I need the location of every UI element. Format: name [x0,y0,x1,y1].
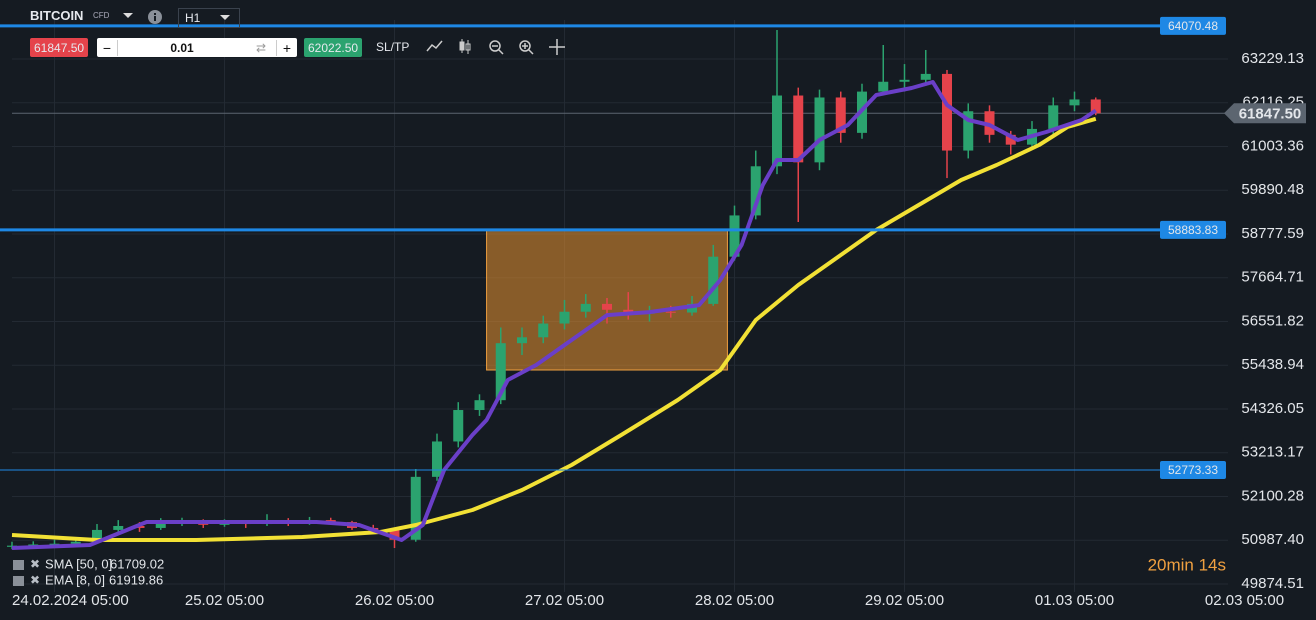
swap[interactable]: ⇄ [255,40,267,55]
candle-body [474,400,485,411]
sell-button[interactable]: 61847.50 [30,38,89,57]
x-tick-label: 24.02.2024 05:00 [12,592,129,609]
candle-body [793,95,804,163]
level-label: 52773.33 [1168,463,1218,477]
timer: 20min 14s [1148,555,1226,574]
candle-body [687,303,697,313]
candle-body [729,215,740,257]
level-label: 58883.83 [1168,223,1218,237]
candle-body [410,476,421,540]
legend-close: ✖ [30,573,40,587]
lot: 0.01 [170,40,194,55]
candle-body [814,97,825,163]
x-tick-label: 25.02 05:00 [185,592,264,609]
info-icon[interactable] [147,9,163,25]
zoom-in[interactable] [519,40,534,55]
legend-icon [13,560,24,570]
candle-body [517,337,527,344]
x-tick-label: 28.02 05:00 [695,592,774,609]
candle-body [113,525,124,530]
level-label-box [1160,220,1226,239]
candle-body [538,323,549,338]
line-tool[interactable] [426,40,443,52]
candle-body [1005,134,1016,145]
x-tick-label: 02.03 05:00 [1205,592,1284,609]
candle-body [878,81,889,92]
tool-icons [426,39,565,55]
lot-input[interactable]: − 0.01 ⇄ + [97,38,297,57]
y-tick-label: 59890.48 [1241,181,1304,198]
candle-body [1048,105,1059,129]
legend-close: ✖ [30,557,40,571]
candle-body [963,111,974,151]
legend-icon [13,576,24,586]
buy-button[interactable]: 62022.50 [304,38,363,57]
y-tick-label: 52100.28 [1241,487,1304,504]
level-label-box [1160,461,1226,480]
candle-body [495,343,506,401]
dropdown-icon[interactable] [122,12,134,20]
x-tick-label: 27.02 05:00 [525,592,604,609]
level-label-box [1160,16,1226,35]
candle-body [453,410,464,442]
candle-body [28,544,39,546]
candle-body [432,441,442,477]
y-tick-label: 61003.36 [1241,137,1304,154]
symbol-type: CFD [93,11,110,20]
candle-body [1090,99,1101,114]
candle-body [772,95,782,167]
candle-body [1069,99,1080,106]
x-tick-label: 29.02 05:00 [865,592,944,609]
minus[interactable]: − [97,39,118,56]
candle-body [602,303,612,310]
level-label: 64070.48 [1168,19,1218,33]
zoom-out[interactable] [489,40,504,55]
candle-body [389,529,400,540]
current-price-badge [1224,103,1306,124]
timeframe-label: H1 [185,11,201,25]
candle-body [942,73,952,151]
candle-body [49,543,60,545]
sltp[interactable]: SL/TP [376,40,410,54]
y-tick-label: 49874.51 [1241,575,1304,592]
symbol[interactable]: BITCOIN [30,8,84,23]
candle-body [155,523,166,528]
legend-value: 61709.02 [110,556,164,571]
dropdown-icon [220,15,231,20]
y-tick-label: 53213.17 [1241,444,1304,461]
candle-body [750,166,761,216]
legend-name: SMA [50, 0] [45,556,112,571]
candle-body [70,541,81,544]
y-tick-label: 55438.94 [1241,356,1304,373]
y-tick-label: 58777.59 [1241,225,1304,242]
candle-body [559,311,570,324]
indicator-line [11,116,1097,542]
candle-body [708,256,719,304]
candle-body [920,73,931,80]
y-tick-label: 57664.71 [1241,269,1304,286]
timeframe[interactable]: H1 [178,8,240,28]
y-tick-label: 54326.05 [1241,400,1304,417]
x-tick-label: 01.03 05:00 [1035,592,1114,609]
plus[interactable]: + [276,39,297,56]
x-tick-label: 26.02 05:00 [355,592,434,609]
candle-body [665,311,676,313]
legend-value: 61919.86 [109,572,163,587]
y-tick-label: 50987.40 [1241,531,1304,548]
candle-tool[interactable] [459,39,471,54]
move-tool[interactable] [549,39,565,55]
candle-body [580,303,591,312]
candle-body [899,79,910,82]
current-price-label: 61847.50 [1239,105,1302,122]
y-tick-label: 56551.82 [1241,312,1304,329]
candle-body [835,97,846,133]
y-tick-label: 63229.13 [1241,50,1304,67]
candle-body [92,529,102,542]
indicator-line [11,80,1097,550]
legend-name: EMA [8, 0] [45,572,105,587]
